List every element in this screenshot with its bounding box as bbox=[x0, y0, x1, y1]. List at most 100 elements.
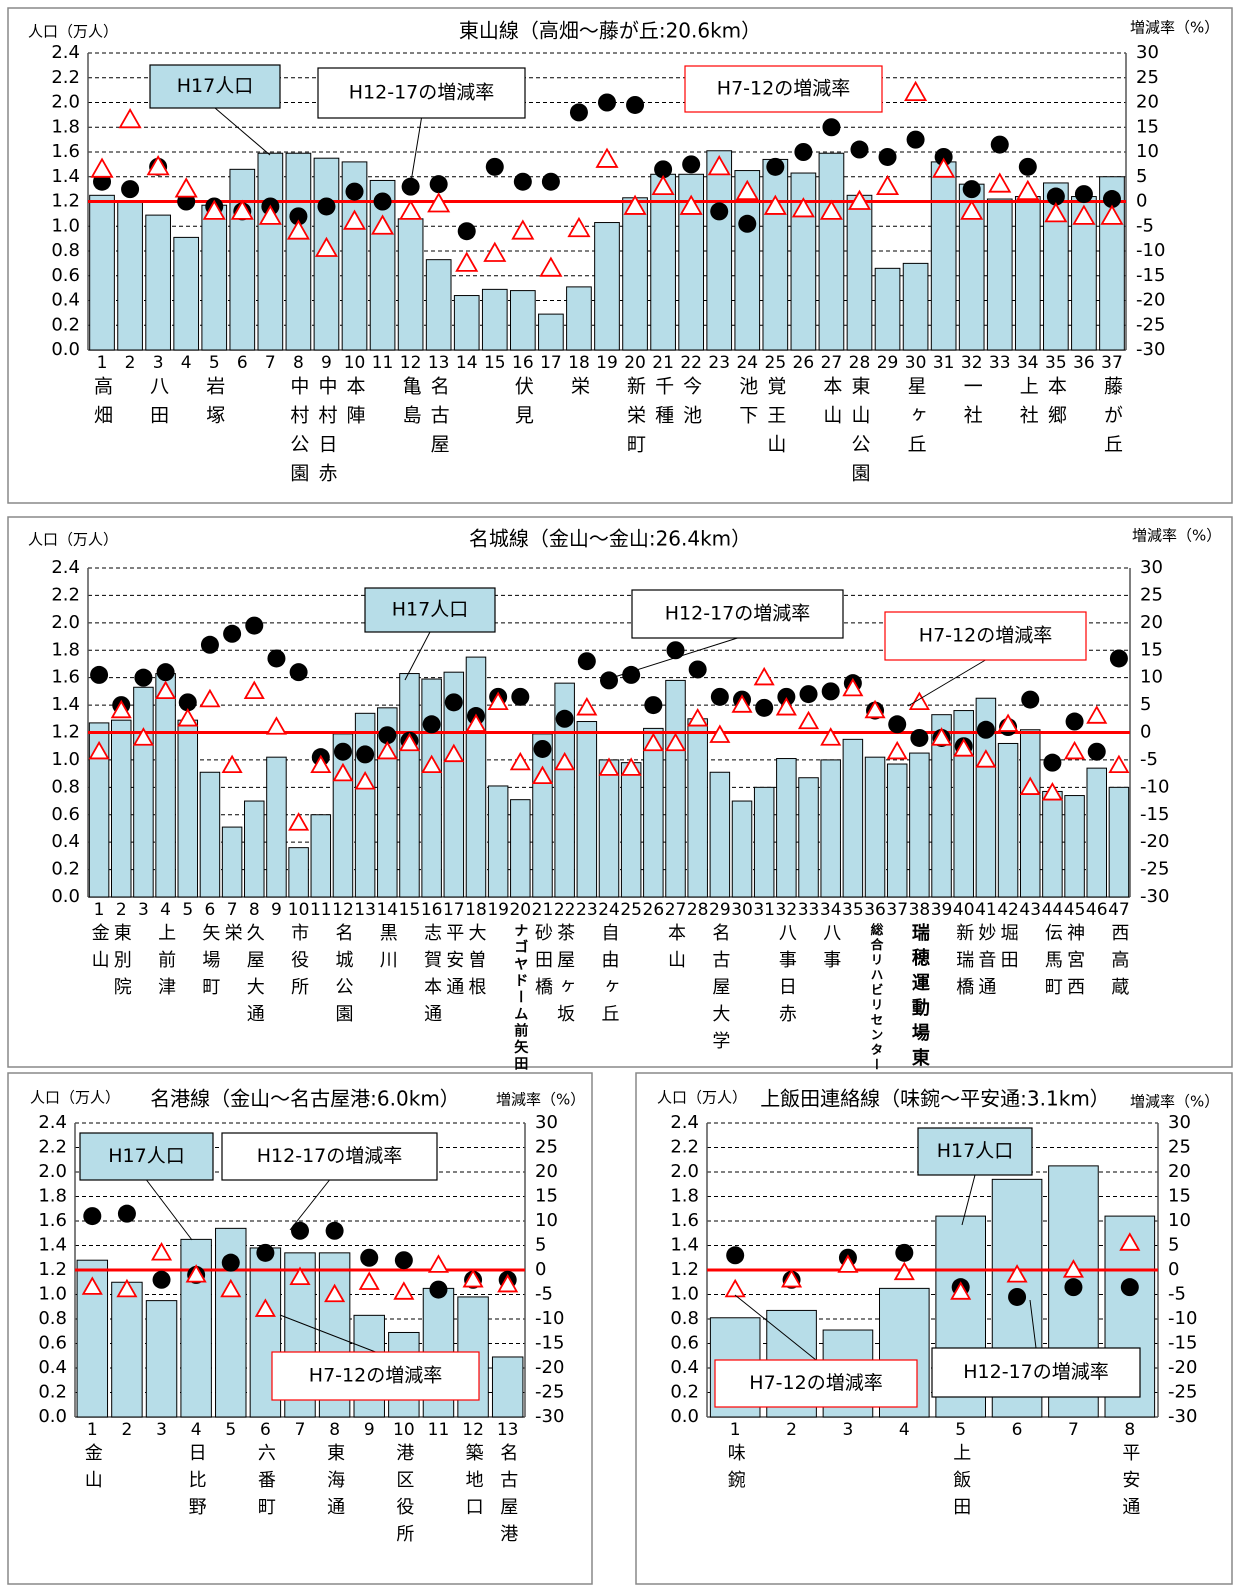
triangle-marker bbox=[243, 680, 265, 700]
x-tick-label: 14 bbox=[376, 900, 398, 920]
bar bbox=[576, 721, 598, 898]
bar bbox=[538, 313, 564, 351]
x-tick-label: 26 bbox=[643, 900, 665, 920]
triangle-marker bbox=[623, 194, 647, 215]
x-station-label: 総合リハビリセンター bbox=[868, 922, 884, 1073]
x-station-label: 平安通 bbox=[1119, 1443, 1140, 1524]
x-tick-label: 37 bbox=[886, 900, 908, 920]
x-station-label: 久屋大通 bbox=[244, 923, 265, 1031]
circle-marker bbox=[356, 745, 375, 764]
x-tick-label: 32 bbox=[961, 353, 983, 373]
x-tick-label: 43 bbox=[1019, 900, 1041, 920]
y2-axis-label: 増減率（%） bbox=[1130, 1093, 1219, 1111]
triangle-marker bbox=[1119, 1232, 1141, 1251]
y-tick-label: 0.0 bbox=[51, 339, 80, 360]
x-station-label: 上社 bbox=[1017, 376, 1039, 434]
bar bbox=[798, 777, 819, 898]
x-station-label: 上飯田 bbox=[950, 1443, 971, 1524]
x-tick-label: 13 bbox=[497, 1420, 519, 1440]
bar bbox=[846, 194, 873, 351]
triangle-marker bbox=[820, 727, 842, 746]
x-tick-label: 35 bbox=[842, 900, 864, 920]
y-tick-label: 2.4 bbox=[51, 557, 80, 578]
x-station-label: 中村日赤 bbox=[315, 376, 337, 492]
x-tick-label: 40 bbox=[953, 900, 975, 920]
x-tick-label: 2 bbox=[786, 1420, 797, 1440]
y2-tick-label: 15 bbox=[1136, 116, 1159, 137]
triangle-marker bbox=[393, 1281, 415, 1300]
triangle-marker bbox=[199, 688, 221, 708]
callout-pointer bbox=[961, 1174, 976, 1226]
x-tick-label: 20 bbox=[624, 353, 646, 373]
y-tick-label: 0.2 bbox=[38, 1382, 67, 1403]
y2-tick-label: -10 bbox=[1140, 776, 1169, 797]
bar bbox=[111, 719, 132, 898]
x-tick-label: 11 bbox=[372, 353, 394, 373]
circle-marker bbox=[910, 728, 929, 747]
x-tick-label: 7 bbox=[265, 353, 276, 373]
circle-marker bbox=[485, 157, 504, 176]
triangle-marker bbox=[791, 197, 815, 218]
x-tick-label: 2 bbox=[122, 1420, 133, 1440]
bar bbox=[909, 752, 930, 898]
circle-marker bbox=[990, 135, 1009, 154]
circle-marker bbox=[822, 118, 841, 137]
y-tick-label: 0.0 bbox=[670, 1406, 699, 1427]
y-tick-label: 0.2 bbox=[51, 859, 80, 880]
x-tick-label: 41 bbox=[975, 900, 997, 920]
x-station-label: 本陣 bbox=[344, 376, 366, 434]
triangle-marker bbox=[651, 174, 675, 196]
x-station-label: 伝馬町 bbox=[1042, 923, 1063, 1004]
y2-tick-label: 5 bbox=[1136, 166, 1147, 187]
x-station-label: 本山 bbox=[820, 376, 842, 434]
x-tick-label: 12 bbox=[332, 900, 354, 920]
bar bbox=[687, 718, 708, 898]
bar bbox=[620, 762, 642, 898]
x-tick-label: 9 bbox=[271, 900, 282, 920]
bar bbox=[566, 286, 592, 351]
triangle-marker bbox=[539, 256, 563, 277]
y2-tick-label: 0 bbox=[1140, 722, 1151, 743]
callout-label: H17人口 bbox=[392, 599, 468, 621]
triangle-marker bbox=[819, 199, 843, 220]
x-tick-label: 21 bbox=[532, 900, 554, 920]
triangle-marker bbox=[931, 727, 953, 746]
x-station-label: 日比野 bbox=[186, 1443, 207, 1524]
bar bbox=[594, 222, 620, 351]
triangle-marker bbox=[753, 666, 775, 686]
x-tick-label: 20 bbox=[509, 900, 531, 920]
chart-title: 上飯田連絡線（味鋺～平安通:3.1km） bbox=[760, 1087, 1110, 1111]
x-station-label: 千種 bbox=[652, 376, 674, 434]
triangle-marker bbox=[1019, 776, 1041, 795]
triangle-marker bbox=[376, 740, 398, 760]
triangle-marker bbox=[724, 1278, 746, 1298]
bar bbox=[650, 173, 676, 351]
circle-marker bbox=[291, 1221, 309, 1240]
x-station-label: 妙音通 bbox=[975, 923, 996, 1004]
x-station-label: 金山 bbox=[89, 923, 110, 977]
circle-marker bbox=[221, 1253, 240, 1272]
x-tick-label: 39 bbox=[931, 900, 953, 920]
circle-marker bbox=[888, 715, 907, 734]
circle-marker bbox=[962, 180, 981, 199]
x-tick-label: 18 bbox=[465, 900, 487, 920]
circle-marker bbox=[134, 668, 153, 687]
y2-tick-label: -15 bbox=[1140, 804, 1169, 825]
y2-tick-label: -5 bbox=[535, 1284, 553, 1305]
triangle-marker bbox=[421, 754, 443, 774]
circle-marker bbox=[90, 665, 109, 684]
bar bbox=[643, 727, 664, 898]
y-tick-label: 2.4 bbox=[670, 1112, 699, 1133]
circle-marker bbox=[156, 663, 175, 682]
callout-box bbox=[884, 611, 1087, 661]
x-tick-label: 27 bbox=[665, 900, 687, 920]
x-tick-label: 8 bbox=[1124, 1420, 1135, 1440]
callout-box bbox=[317, 67, 526, 119]
y2-tick-label: -20 bbox=[1136, 290, 1165, 311]
y-tick-label: 0.6 bbox=[670, 1333, 699, 1354]
triangle-marker bbox=[731, 694, 753, 713]
x-tick-label: 47 bbox=[1108, 900, 1130, 920]
bar bbox=[510, 799, 531, 898]
triangle-marker bbox=[997, 713, 1019, 732]
x-tick-label: 34 bbox=[1017, 353, 1039, 373]
